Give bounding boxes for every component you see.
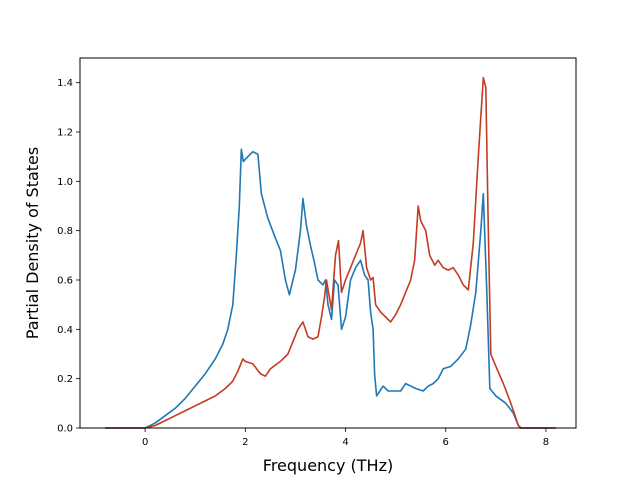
y-tick-label: 0.2	[57, 374, 73, 385]
y-tick-label: 1.2	[57, 128, 73, 139]
x-axis-ticks: 0 2 4 6 8	[142, 428, 549, 448]
y-tick-label: 0.8	[57, 226, 73, 237]
y-axis-ticks: 0.0 0.2 0.4 0.6 0.8 1.0 1.2 1.4	[57, 78, 80, 435]
y-tick-label: 0.6	[57, 276, 73, 287]
plot-lines	[105, 76, 556, 429]
x-tick-label: 6	[443, 437, 449, 448]
x-tick-label: 0	[142, 437, 148, 448]
y-axis-label: Partial Density of States	[23, 147, 42, 339]
y-tick-label: 0.4	[57, 325, 73, 336]
series-line-2	[105, 76, 556, 429]
x-tick-label: 4	[342, 437, 348, 448]
plot-area-frame	[79, 57, 577, 429]
x-axis-label: Frequency (THz)	[263, 456, 393, 475]
series-line-1	[105, 148, 556, 429]
y-tick-label: 1.4	[57, 78, 73, 89]
y-tick-label: 0.0	[57, 424, 73, 435]
y-tick-label: 1.0	[57, 177, 73, 188]
x-tick-label: 2	[242, 437, 248, 448]
x-tick-label: 8	[543, 437, 549, 448]
